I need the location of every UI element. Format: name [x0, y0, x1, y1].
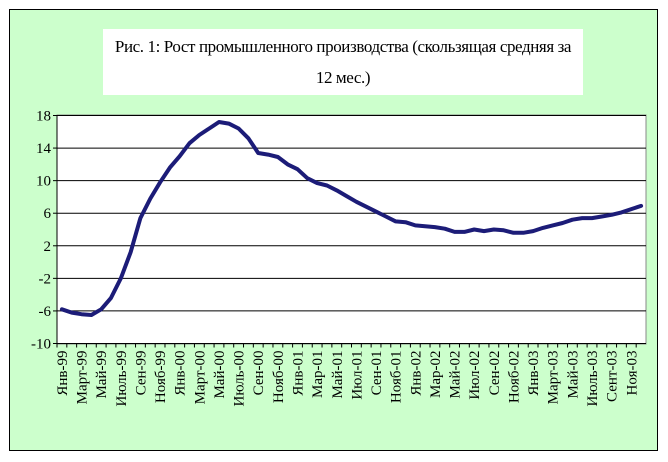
y-tick-label: 6 — [44, 206, 52, 222]
plot-area — [56, 114, 647, 345]
x-tick-label: Нояб-01 — [389, 351, 405, 404]
x-tick-label: Май-00 — [212, 351, 228, 399]
data-line — [59, 120, 644, 317]
x-tick-label: Янв-00 — [173, 351, 189, 396]
x-tick-label: Нояб-02 — [506, 351, 522, 404]
x-tick-label: Май-03 — [565, 351, 581, 399]
x-tick-label: Июль-03 — [585, 351, 601, 407]
x-tick-label: Янв-03 — [526, 351, 542, 396]
x-tick-label: Март-03 — [546, 351, 562, 405]
x-tick-label: Май-99 — [94, 351, 110, 399]
x-tick-label: Мар-02 — [428, 351, 444, 399]
x-tick-label: Июль-00 — [232, 351, 248, 407]
y-tick-label: -6 — [39, 304, 52, 320]
x-tick-label: Сен-01 — [369, 351, 385, 396]
x-tick-label: Сен-99 — [133, 351, 149, 396]
x-tick-label: Янв-01 — [291, 351, 307, 396]
y-tick-label: 10 — [36, 174, 51, 190]
y-tick-label: 18 — [36, 109, 51, 125]
x-tick-label: Нояб-00 — [271, 351, 287, 404]
x-tick-label: Янв-02 — [408, 351, 424, 396]
x-tick-label: Ноя-03 — [624, 351, 640, 396]
x-tick-label: Янв-99 — [55, 351, 71, 396]
x-tick-label: Июл-01 — [349, 351, 365, 400]
x-tick-label: Сен-00 — [251, 351, 267, 396]
x-tick-label: Мар-01 — [310, 351, 326, 399]
x-tick-label: Сен-02 — [487, 351, 503, 396]
x-tick-label: Июл-02 — [467, 351, 483, 400]
y-tick-label: -10 — [31, 337, 51, 353]
x-tick-label: Март-99 — [75, 351, 91, 405]
x-tick-label: Май-02 — [448, 351, 464, 399]
x-tick-label: Сент-03 — [605, 351, 621, 402]
x-tick-label: Май-01 — [330, 351, 346, 399]
y-tick-label: 2 — [44, 239, 52, 255]
x-tick-label: Июль-99 — [114, 351, 130, 407]
x-tick-label: Март-00 — [192, 351, 208, 405]
y-tick-label: -2 — [39, 271, 52, 287]
y-tick-label: 14 — [36, 141, 52, 157]
chart-title: Рис. 1: Рост промышленного производства … — [103, 29, 583, 95]
x-tick-label: Нояб-99 — [153, 351, 169, 404]
